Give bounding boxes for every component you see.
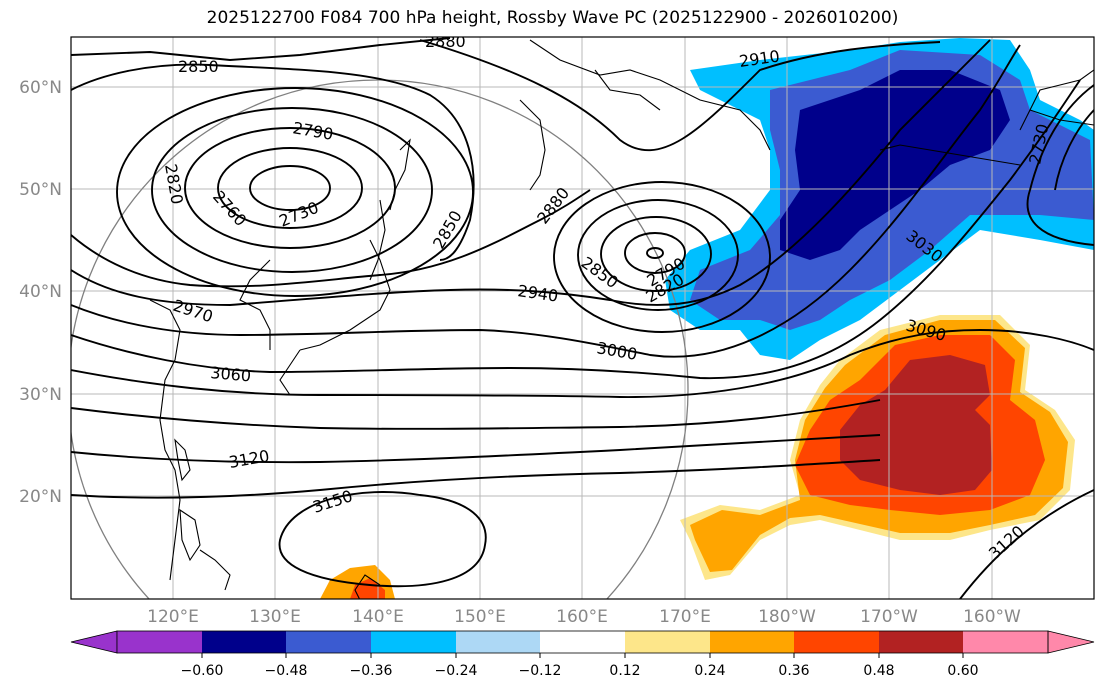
contour-label: 2880 — [425, 32, 466, 51]
contour-label: 2850 — [178, 57, 219, 76]
colorbar: −0.60 −0.48 −0.36 −0.24 −0.12 0.12 0.24 … — [70, 630, 1095, 679]
colorbar-segment — [794, 631, 879, 653]
lon-label: 180°W — [758, 607, 816, 627]
colorbar-segment — [371, 631, 456, 653]
plot-frame — [70, 36, 1095, 600]
negative-anomaly-shading — [665, 38, 1094, 360]
colorbar-tick-label: −0.48 — [265, 663, 308, 679]
contour-label: 3060 — [210, 363, 252, 385]
colorbar-tick-label: 0.24 — [694, 663, 725, 679]
lat-label: 30°N — [19, 385, 62, 405]
map-title: 2025122700 F084 700 hPa height, Rossby W… — [206, 8, 899, 28]
longitude-labels: 120°E 130°E 140°E 150°E 160°E 170°E 180°… — [147, 607, 1021, 627]
lat-label: 50°N — [19, 180, 62, 200]
lon-label: 150°E — [454, 607, 506, 627]
grid-lines — [71, 37, 1094, 599]
colorbar-extend-high — [1047, 630, 1095, 654]
colorbar-segment — [879, 631, 963, 653]
colorbar-tick-label: −0.60 — [181, 663, 224, 679]
colorbar-segment — [625, 631, 710, 653]
colorbar-segment — [963, 631, 1048, 653]
colorbar-tick-label: 0.36 — [778, 663, 809, 679]
colorbar-tick-label: 0.12 — [609, 663, 640, 679]
colorbar-tick-label: −0.36 — [350, 663, 393, 679]
colorbar-segment — [540, 631, 625, 653]
height-contours — [71, 37, 1094, 599]
lat-label: 20°N — [19, 487, 62, 507]
colorbar-tick-label: 0.60 — [947, 663, 978, 679]
lon-label: 140°E — [352, 607, 404, 627]
colorbar-segment — [117, 631, 202, 653]
lon-label: 160°E — [556, 607, 608, 627]
colorbar-outline — [116, 630, 1049, 654]
lon-label: 170°E — [659, 607, 711, 627]
lon-label: 130°E — [249, 607, 301, 627]
latitude-labels: 60°N 50°N 40°N 30°N 20°N — [19, 78, 62, 507]
lon-label: 160°W — [963, 607, 1021, 627]
lon-label: 170°W — [860, 607, 918, 627]
lat-label: 60°N — [19, 78, 62, 98]
colorbar-segment — [710, 631, 794, 653]
colorbar-segment — [286, 631, 371, 653]
colorbar-segment — [456, 631, 540, 653]
coastlines — [149, 39, 1094, 599]
lat-label: 40°N — [19, 282, 62, 302]
colorbar-tick-label: 0.48 — [863, 663, 894, 679]
colorbar-tick-label: −0.24 — [435, 663, 478, 679]
domain-circle — [71, 79, 689, 599]
colorbar-extend-low — [70, 630, 118, 654]
colorbar-segment — [202, 631, 286, 653]
lon-label: 120°E — [147, 607, 199, 627]
colorbar-tick-label: −0.12 — [519, 663, 562, 679]
